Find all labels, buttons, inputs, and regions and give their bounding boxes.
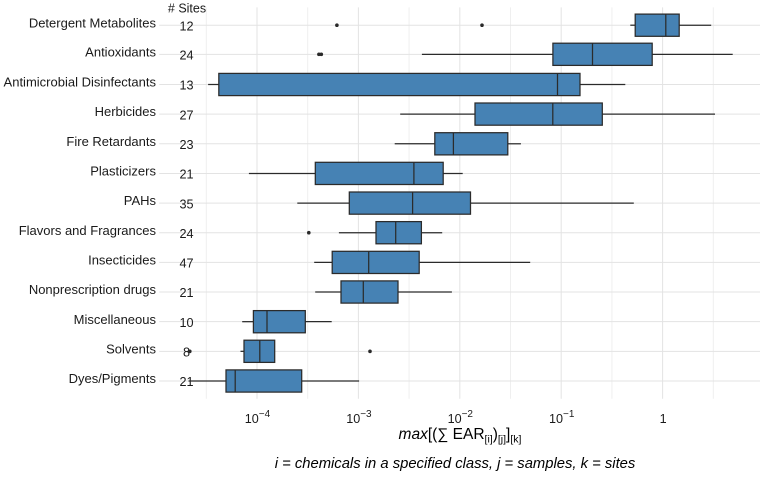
svg-text:12: 12 xyxy=(179,19,193,33)
svg-text:Antioxidants: Antioxidants xyxy=(85,45,156,60)
svg-text:Miscellaneous: Miscellaneous xyxy=(74,312,157,327)
svg-text:10: 10 xyxy=(179,316,193,330)
svg-text:8: 8 xyxy=(183,346,190,360)
svg-text:21: 21 xyxy=(179,168,193,182)
svg-text:21: 21 xyxy=(179,286,193,300)
svg-text:Solvents: Solvents xyxy=(106,341,156,356)
svg-text:1: 1 xyxy=(660,412,667,426)
svg-text:21: 21 xyxy=(179,375,193,389)
svg-text:23: 23 xyxy=(179,138,193,152)
svg-text:Nonprescription drugs: Nonprescription drugs xyxy=(29,282,157,297)
svg-text:Detergent Metabolites: Detergent Metabolites xyxy=(29,15,157,30)
svg-text:# Sites: # Sites xyxy=(168,2,206,16)
svg-text:35: 35 xyxy=(179,197,193,211)
svg-text:PAHs: PAHs xyxy=(124,193,157,208)
svg-text:Herbicides: Herbicides xyxy=(95,104,157,119)
svg-text:24: 24 xyxy=(179,49,193,63)
svg-text:i = chemicals in a specified c: i = chemicals in a specified class, j = … xyxy=(275,456,636,472)
svg-text:Fire Retardants: Fire Retardants xyxy=(66,134,156,149)
svg-text:Flavors and Fragrances: Flavors and Fragrances xyxy=(19,223,157,238)
svg-text:Insecticides: Insecticides xyxy=(88,253,156,268)
svg-text:13: 13 xyxy=(179,79,193,93)
svg-text:Antimicrobial Disinfectants: Antimicrobial Disinfectants xyxy=(4,75,157,90)
svg-text:24: 24 xyxy=(179,227,193,241)
svg-text:Dyes/Pigments: Dyes/Pigments xyxy=(69,371,157,386)
svg-text:Plasticizers: Plasticizers xyxy=(90,164,156,179)
svg-text:47: 47 xyxy=(179,257,193,271)
svg-text:27: 27 xyxy=(179,108,193,122)
